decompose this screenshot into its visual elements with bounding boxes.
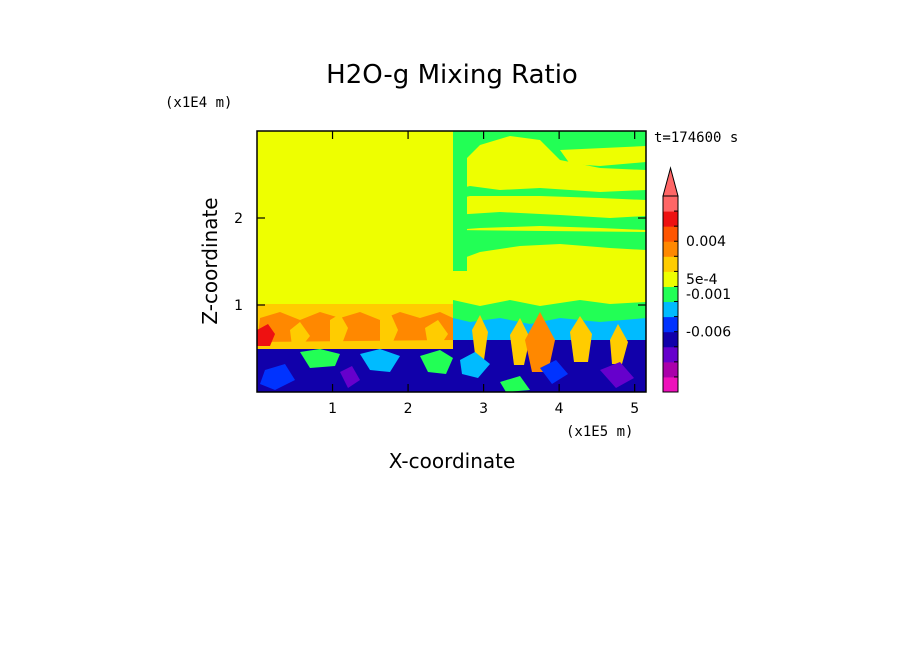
x-axis-label: X-coordinate — [389, 449, 516, 473]
x-scale-label: (x1E5 m) — [566, 424, 633, 440]
colorbar-frame — [662, 195, 679, 393]
y-scale-label: (x1E4 m) — [165, 95, 232, 111]
hotspot — [290, 322, 310, 346]
y-tick-label: 1 — [234, 298, 243, 314]
colorbar-swatch — [663, 316, 678, 333]
colorbar-swatch — [663, 376, 678, 393]
x-tick-label: 3 — [479, 401, 488, 417]
colorbar-label: -0.001 — [686, 287, 731, 303]
time-label: t=174600 s — [654, 130, 738, 146]
plume — [570, 316, 592, 362]
plume — [610, 324, 628, 364]
streak — [453, 131, 467, 271]
blob — [500, 376, 530, 392]
colorbar-label: 5e-4 — [686, 272, 718, 288]
streak — [453, 212, 646, 230]
heatmap-field — [257, 131, 646, 392]
plume — [525, 312, 555, 372]
colorbar-swatch — [663, 346, 678, 363]
y-tick-label: 2 — [234, 211, 243, 227]
y-axis-ticks: 12 — [234, 211, 646, 314]
x-tick-label: 1 — [328, 401, 337, 417]
x-tick-label: 5 — [630, 401, 639, 417]
streak — [560, 146, 646, 166]
blob — [540, 360, 568, 384]
plume — [510, 318, 530, 365]
colorbar-swatch — [663, 241, 678, 257]
hotspot — [257, 324, 275, 346]
colorbar-swatch — [663, 256, 678, 272]
colorbar-arrow — [662, 166, 679, 197]
colorbar — [662, 166, 679, 393]
streak — [470, 205, 620, 212]
colorbar-swatch — [663, 361, 678, 378]
colorbar-swatch — [663, 301, 678, 318]
colorbar-label: 0.004 — [686, 234, 726, 250]
x-tick-label: 4 — [555, 401, 564, 417]
streak — [470, 172, 560, 182]
region-upper-left — [257, 131, 453, 304]
hotspot — [380, 312, 398, 344]
blob — [460, 352, 490, 378]
blob — [340, 366, 360, 388]
plot-frame — [256, 130, 647, 393]
colorbar-swatch — [663, 226, 678, 242]
blob — [420, 350, 453, 374]
streak — [453, 186, 646, 200]
colorbar-swatch — [663, 271, 678, 287]
blob — [300, 349, 340, 368]
colorbar-swatch — [663, 331, 678, 348]
chart-title: H2O-g Mixing Ratio — [326, 60, 578, 90]
blob — [260, 364, 295, 390]
streak — [453, 230, 646, 262]
y-axis-label: Z-coordinate — [198, 197, 222, 324]
blob — [600, 362, 634, 388]
colorbar-swatch — [663, 286, 678, 303]
hotspot — [425, 320, 448, 346]
blob — [360, 349, 400, 372]
x-axis-ticks: 1 2 3 4 5 — [328, 131, 639, 417]
plume — [472, 315, 488, 362]
colorbar-swatch — [663, 196, 678, 212]
colorbar-label: -0.006 — [686, 325, 731, 341]
layer-cyan — [453, 318, 646, 340]
hotspot — [330, 314, 348, 344]
colorbar-swatch — [663, 211, 678, 227]
x-tick-label: 2 — [404, 401, 413, 417]
colorbar-labels: 0.004 5e-4-0.001 -0.006 — [686, 234, 731, 340]
streak — [453, 131, 646, 190]
